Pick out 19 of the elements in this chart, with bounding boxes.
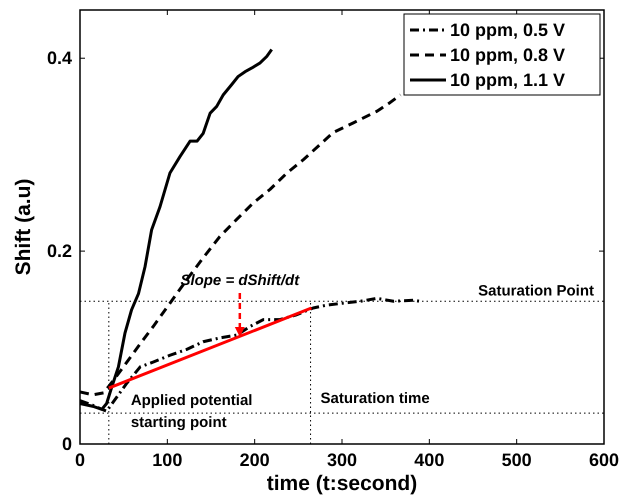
ref-line-label: Saturation time (320, 390, 430, 408)
x-tick-label: 600 (588, 450, 620, 470)
ref-line-label: Saturation Point (478, 282, 594, 300)
x-axis-title: time (t:second) (266, 472, 418, 495)
legend-label: 10 ppm, 1.1 V (450, 70, 566, 90)
x-tick-label: 100 (152, 450, 182, 470)
x-tick-label: 500 (502, 450, 532, 470)
legend-label: 10 ppm, 0.8 V (450, 45, 566, 65)
x-tick-label: 400 (414, 450, 444, 470)
annotation: Slope = dShift/dt (180, 272, 300, 289)
x-tick-label: 0 (74, 450, 86, 470)
x-tick-label: 300 (326, 450, 358, 470)
ref-line-label: Applied potential starting point (130, 392, 252, 432)
legend-label: 10 ppm, 0.5 V (450, 20, 566, 40)
y-tick-label: 0.2 (46, 241, 72, 262)
y-tick-label: 0.4 (46, 48, 72, 68)
x-tick-label: 200 (240, 450, 270, 470)
y-tick-label: 0 (62, 434, 72, 454)
y-axis-title: Shift (a.u) (12, 178, 35, 276)
